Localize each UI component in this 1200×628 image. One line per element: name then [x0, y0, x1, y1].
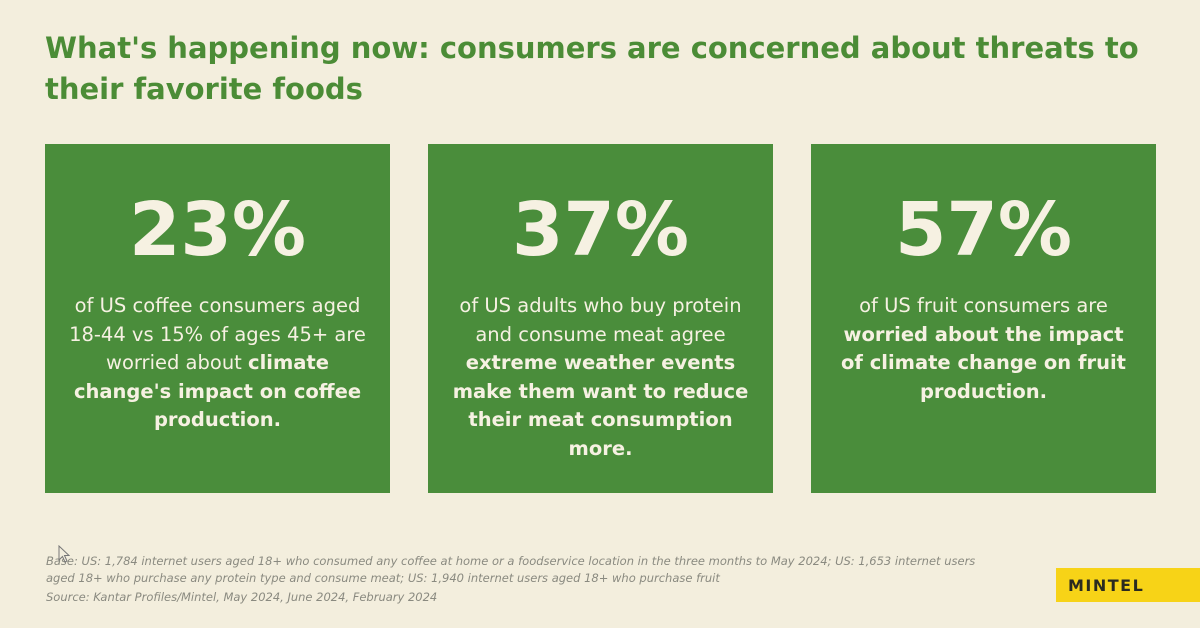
stat-card-fruit: 57% of US fruit consumers are worried ab… — [811, 144, 1156, 493]
stat-card-meat: 37% of US adults who buy protein and con… — [428, 144, 773, 493]
source-note: Source: Kantar Profiles/Mintel, May 2024… — [46, 590, 438, 604]
stat-description: of US adults who buy protein and consume… — [450, 292, 751, 463]
page-title: What's happening now: consumers are conc… — [45, 31, 1139, 106]
base-note: Base: US: 1,784 internet users aged 18+ … — [46, 554, 976, 585]
stat-description: of US coffee consumers aged 18-44 vs 15%… — [67, 292, 368, 435]
stat-text-bold: climate change's impact on coffee produc… — [73, 351, 362, 431]
stat-percent: 57% — [894, 187, 1073, 273]
stat-description: of US fruit consumers are worried about … — [833, 292, 1134, 406]
footnote: Base: US: 1,784 internet users aged 18+ … — [46, 553, 1006, 606]
stat-text-bold: extreme weather events make them want to… — [452, 351, 749, 460]
stat-text: of US coffee consumers aged 18-44 vs 15%… — [69, 294, 366, 374]
stat-text: of US adults who buy protein and consume… — [459, 294, 742, 346]
logo-text: MINTEL — [1068, 576, 1145, 595]
stat-percent: 23% — [128, 187, 307, 273]
mintel-logo: MINTEL — [1056, 568, 1200, 602]
stat-text-bold: worried about the impact of climate chan… — [841, 322, 1126, 403]
stat-card-coffee: 23% of US coffee consumers aged 18-44 vs… — [45, 144, 390, 493]
mouse-cursor-icon — [58, 545, 70, 563]
stat-text: of US fruit consumers are — [859, 294, 1108, 317]
stat-percent: 37% — [511, 187, 690, 273]
